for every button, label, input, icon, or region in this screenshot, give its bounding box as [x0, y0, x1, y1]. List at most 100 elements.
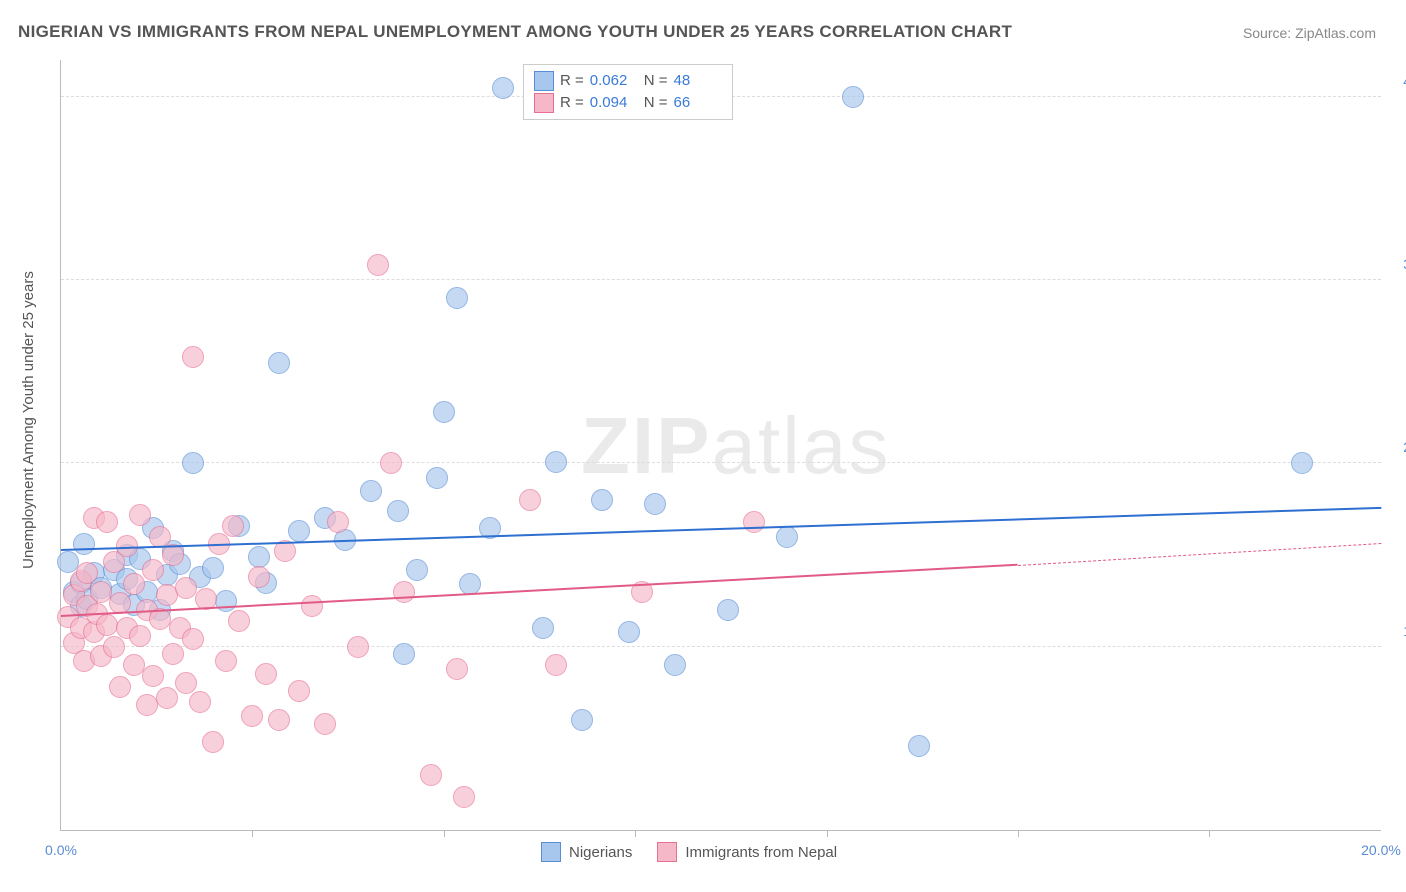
data-point	[109, 676, 131, 698]
data-point	[519, 489, 541, 511]
data-point	[347, 636, 369, 658]
data-point	[664, 654, 686, 676]
data-point	[327, 511, 349, 533]
data-point	[433, 401, 455, 423]
data-point	[241, 705, 263, 727]
y-axis-title: Unemployment Among Youth under 25 years	[20, 271, 37, 569]
data-point	[123, 654, 145, 676]
legend-stats-row: R =0.062N =48	[534, 70, 722, 92]
data-point	[420, 764, 442, 786]
data-point	[406, 559, 428, 581]
x-tick	[635, 830, 636, 837]
data-point	[175, 577, 197, 599]
chart-container: NIGERIAN VS IMMIGRANTS FROM NEPAL UNEMPL…	[0, 0, 1406, 892]
n-label: N =	[644, 70, 668, 92]
data-point	[393, 581, 415, 603]
data-point	[268, 709, 290, 731]
data-point	[776, 526, 798, 548]
data-point	[717, 599, 739, 621]
data-point	[387, 500, 409, 522]
legend-label: Nigerians	[569, 844, 632, 861]
r-value: 0.062	[590, 70, 638, 92]
data-point	[129, 625, 151, 647]
gridline	[61, 646, 1381, 647]
data-point	[156, 687, 178, 709]
data-point	[492, 77, 514, 99]
data-point	[545, 654, 567, 676]
data-point	[202, 731, 224, 753]
data-point	[222, 515, 244, 537]
legend-swatch	[534, 93, 554, 113]
data-point	[73, 533, 95, 555]
trend-line-dashed	[1018, 543, 1381, 566]
data-point	[103, 636, 125, 658]
x-tick	[252, 830, 253, 837]
x-tick	[444, 830, 445, 837]
data-point	[288, 680, 310, 702]
data-point	[571, 709, 593, 731]
x-tick	[1209, 830, 1210, 837]
data-point	[215, 650, 237, 672]
x-tick-label: 20.0%	[1361, 842, 1401, 858]
legend-series: Nigerians Immigrants from Nepal	[541, 842, 837, 862]
legend-swatch	[534, 71, 554, 91]
data-point	[314, 713, 336, 735]
data-point	[393, 643, 415, 665]
data-point	[162, 643, 184, 665]
data-point	[644, 493, 666, 515]
data-point	[301, 595, 323, 617]
trend-line	[61, 507, 1381, 551]
legend-item: Immigrants from Nepal	[657, 842, 837, 862]
r-label: R =	[560, 70, 584, 92]
legend-stats-row: R = 0.094 N = 66	[534, 92, 722, 114]
r-label: R =	[560, 92, 584, 114]
data-point	[189, 691, 211, 713]
data-point	[1291, 452, 1313, 474]
chart-title: NIGERIAN VS IMMIGRANTS FROM NEPAL UNEMPL…	[18, 22, 1012, 42]
legend-stats: R =0.062N =48R =0.094N =66	[523, 64, 733, 120]
data-point	[96, 511, 118, 533]
data-point	[380, 452, 402, 474]
data-point	[532, 617, 554, 639]
data-point	[842, 86, 864, 108]
data-point	[288, 520, 310, 542]
gridline	[61, 462, 1381, 463]
data-point	[453, 786, 475, 808]
x-tick	[1018, 830, 1019, 837]
legend-swatch	[657, 842, 677, 862]
data-point	[142, 559, 164, 581]
source-label: Source: ZipAtlas.com	[1243, 25, 1376, 41]
data-point	[591, 489, 613, 511]
data-point	[156, 584, 178, 606]
n-value: 66	[674, 92, 722, 114]
data-point	[446, 658, 468, 680]
data-point	[202, 557, 224, 579]
x-tick	[827, 830, 828, 837]
data-point	[618, 621, 640, 643]
data-point	[182, 628, 204, 650]
data-point	[545, 451, 567, 473]
n-label: N =	[644, 92, 668, 114]
x-tick-label: 0.0%	[45, 842, 77, 858]
data-point	[446, 287, 468, 309]
data-point	[426, 467, 448, 489]
data-point	[268, 352, 290, 374]
gridline	[61, 279, 1381, 280]
data-point	[743, 511, 765, 533]
data-point	[90, 581, 112, 603]
data-point	[360, 480, 382, 502]
data-point	[248, 546, 270, 568]
plot-area: ZIPatlas 10.0%20.0%30.0%40.0%0.0%20.0%R …	[60, 60, 1381, 831]
data-point	[182, 346, 204, 368]
legend-item: Nigerians	[541, 842, 632, 862]
data-point	[129, 504, 151, 526]
data-point	[96, 614, 118, 636]
data-point	[367, 254, 389, 276]
data-point	[136, 694, 158, 716]
legend-swatch	[541, 842, 561, 862]
data-point	[908, 735, 930, 757]
data-point	[123, 573, 145, 595]
watermark: ZIPatlas	[581, 400, 890, 492]
r-value: 0.094	[590, 92, 638, 114]
data-point	[248, 566, 270, 588]
